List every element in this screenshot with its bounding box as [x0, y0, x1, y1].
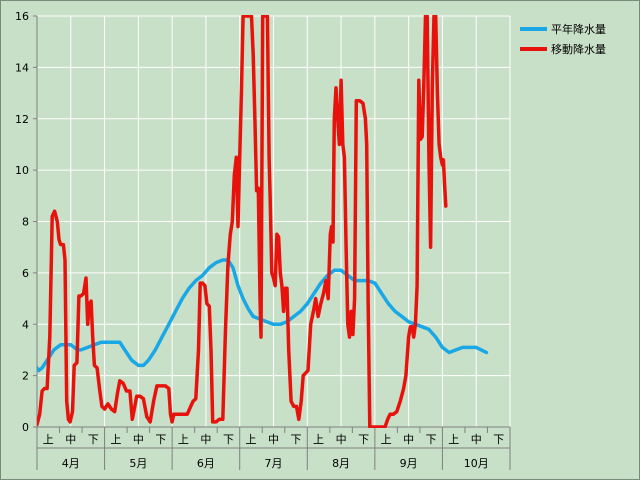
x-axis: 上中下4月上中下5月上中下6月上中下7月上中下8月上中下9月上中下10月	[36, 426, 511, 470]
month-label: 7月	[265, 457, 283, 470]
y-axis: 0 2 4 6 8 10 12 14 16	[15, 10, 38, 434]
legend-label-1: 平年降水量	[551, 22, 606, 36]
period-label: 下	[223, 433, 234, 446]
period-label: 中	[336, 433, 347, 446]
y-tick-label: 12	[15, 113, 29, 126]
period-label: 下	[291, 433, 302, 446]
period-label: 上	[381, 433, 392, 446]
month-label: 8月	[332, 457, 350, 470]
y-tick-label: 10	[15, 164, 29, 177]
series-lines	[37, 15, 489, 428]
period-label: 中	[133, 433, 144, 446]
period-label: 上	[245, 433, 256, 446]
month-label: 9月	[400, 457, 418, 470]
period-label: 中	[65, 433, 76, 446]
y-tick-label: 4	[22, 318, 29, 331]
period-label: 上	[313, 433, 324, 446]
period-label: 上	[448, 433, 459, 446]
month-label: 5月	[129, 457, 147, 470]
period-label: 上	[178, 433, 189, 446]
y-tick-label: 8	[22, 216, 29, 229]
y-tick-label: 14	[15, 61, 29, 74]
y-tick-label: 2	[22, 370, 29, 383]
period-label: 下	[155, 433, 166, 446]
period-label: 中	[268, 433, 279, 446]
y-tick-label: 16	[15, 10, 29, 23]
series-line-1	[37, 258, 489, 373]
period-label: 下	[493, 433, 504, 446]
period-label: 下	[358, 433, 369, 446]
y-tick-label: 0	[22, 421, 29, 434]
month-label: 10月	[464, 457, 489, 470]
period-label: 中	[471, 433, 482, 446]
period-label: 上	[110, 433, 121, 446]
month-label: 4月	[62, 457, 80, 470]
period-label: 中	[403, 433, 414, 446]
period-label: 上	[43, 433, 54, 446]
series-line-2	[37, 15, 448, 428]
month-label: 6月	[197, 457, 215, 470]
period-label: 下	[88, 433, 99, 446]
legend-label-2: 移動降水量	[551, 42, 606, 56]
y-tick-label: 6	[22, 267, 29, 280]
period-label: 下	[426, 433, 437, 446]
period-label: 中	[200, 433, 211, 446]
